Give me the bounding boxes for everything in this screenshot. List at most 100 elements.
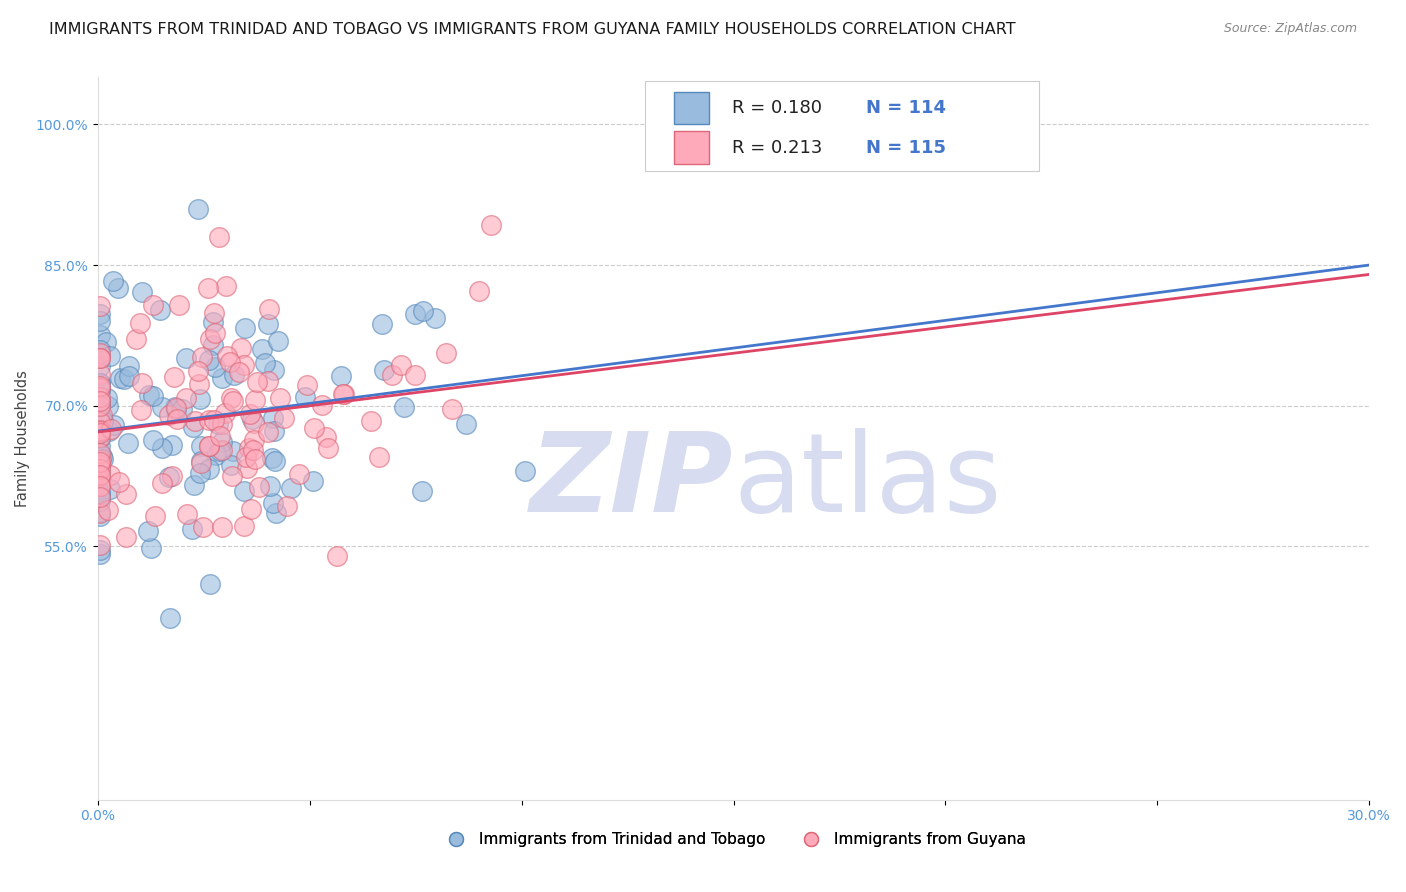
Point <box>198 577 221 591</box>
Point <box>89 467 111 481</box>
Point <box>254 356 277 370</box>
Point <box>264 453 287 467</box>
Point <box>257 374 280 388</box>
Point <box>190 454 212 468</box>
Point <box>204 359 226 374</box>
Point <box>89 350 111 364</box>
Point <box>247 480 270 494</box>
Point <box>89 490 111 504</box>
Point <box>191 350 214 364</box>
FancyBboxPatch shape <box>644 81 1039 171</box>
Point <box>208 429 231 443</box>
Point <box>174 351 197 365</box>
Point <box>89 506 111 520</box>
Point <box>170 402 193 417</box>
Point <box>89 474 111 488</box>
Point <box>89 367 111 381</box>
Point <box>240 411 263 425</box>
Point <box>159 611 181 625</box>
Text: N = 115: N = 115 <box>866 138 946 156</box>
Point <box>143 508 166 523</box>
Point <box>112 372 135 386</box>
Point <box>100 422 122 436</box>
Point <box>89 399 111 413</box>
Point <box>131 285 153 299</box>
Point <box>89 455 111 469</box>
Point <box>163 370 186 384</box>
Point <box>239 407 262 421</box>
Point <box>266 507 288 521</box>
Point <box>423 311 446 326</box>
Point <box>89 390 111 404</box>
Point <box>160 468 183 483</box>
Point <box>302 420 325 434</box>
Point <box>392 400 415 414</box>
Point <box>191 520 214 534</box>
Point <box>89 424 111 438</box>
Point <box>89 398 111 412</box>
Point <box>256 317 278 331</box>
Point <box>229 341 252 355</box>
Point <box>188 466 211 480</box>
Point <box>142 389 165 403</box>
Point <box>329 369 352 384</box>
Point <box>89 538 111 552</box>
Point <box>89 469 111 483</box>
Point <box>89 484 111 499</box>
Point <box>219 458 242 472</box>
Point <box>108 370 131 384</box>
Point <box>389 358 412 372</box>
Point <box>89 462 111 476</box>
Point <box>150 441 173 455</box>
Point <box>165 401 187 415</box>
Text: R = 0.180: R = 0.180 <box>733 99 823 117</box>
Point <box>262 410 284 425</box>
Point <box>142 298 165 312</box>
Point <box>103 418 125 433</box>
Point <box>89 446 111 460</box>
Y-axis label: Family Households: Family Households <box>15 370 30 507</box>
Point <box>89 468 111 483</box>
Point <box>163 400 186 414</box>
Point <box>89 431 111 445</box>
Point <box>89 359 111 373</box>
Point <box>94 334 117 349</box>
Point <box>89 314 111 328</box>
Point <box>89 479 111 493</box>
Point <box>190 439 212 453</box>
Point <box>89 487 111 501</box>
Point <box>89 425 111 440</box>
Point <box>89 426 111 441</box>
Point <box>136 524 159 539</box>
Point <box>235 450 257 464</box>
Point <box>198 353 221 368</box>
Point <box>197 281 219 295</box>
Point <box>174 391 197 405</box>
Point <box>222 443 245 458</box>
Point <box>89 542 111 557</box>
Point <box>152 476 174 491</box>
Point <box>233 358 256 372</box>
Point <box>142 434 165 448</box>
Point <box>198 439 221 453</box>
Point <box>117 368 139 383</box>
Point <box>198 462 221 476</box>
Point <box>89 343 111 357</box>
Point <box>131 376 153 391</box>
Point <box>98 424 121 438</box>
Point <box>208 230 231 244</box>
Point <box>205 448 228 462</box>
Point <box>91 452 114 467</box>
Point <box>176 507 198 521</box>
Point <box>233 320 256 334</box>
Point <box>89 383 111 397</box>
Point <box>332 386 354 401</box>
Point <box>190 456 212 470</box>
Point <box>118 359 141 373</box>
Point <box>93 414 115 428</box>
Point <box>479 218 502 232</box>
Point <box>90 452 112 467</box>
Point <box>412 304 434 318</box>
Point <box>89 424 111 438</box>
Point <box>96 391 118 405</box>
